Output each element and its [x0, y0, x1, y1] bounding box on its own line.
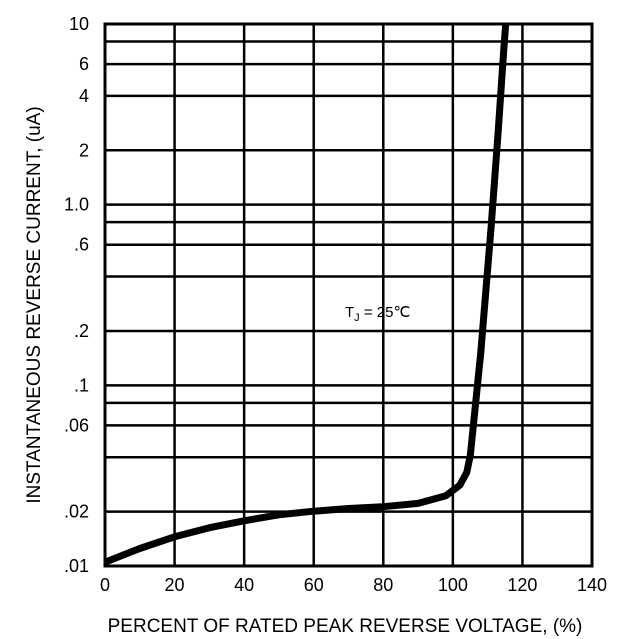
x-tick-label: 120: [507, 575, 537, 595]
grid: [103, 22, 594, 568]
y-tick-label: .02: [64, 502, 89, 522]
annotation-main: T: [345, 304, 354, 321]
y-tick-label: 2: [79, 140, 89, 160]
series-line: [103, 23, 510, 566]
y-tick-label: .1: [74, 375, 89, 395]
x-tick-label: 60: [304, 575, 324, 595]
annotation-rest: = 25℃: [360, 304, 411, 321]
y-tick-label: 10: [69, 14, 89, 34]
series: [103, 23, 510, 566]
y-tick-labels: .01 .02 .06 .1 .2 .6 1.0 2 4 6 10: [64, 14, 89, 576]
x-tick-label: 100: [438, 575, 468, 595]
x-axis-label: PERCENT OF RATED PEAK REVERSE VOLTAGE, (…: [108, 616, 583, 637]
x-tick-label: 80: [373, 575, 393, 595]
x-tick-label: 0: [100, 575, 110, 595]
x-tick-label: 40: [234, 575, 254, 595]
y-tick-label: 1.0: [64, 195, 89, 215]
y-tick-label: .01: [64, 556, 89, 576]
y-tick-label: .2: [74, 321, 89, 341]
y-tick-label: 6: [79, 54, 89, 74]
x-tick-label: 140: [577, 575, 607, 595]
plot-frame: [103, 22, 594, 568]
y-tick-label: .6: [74, 235, 89, 255]
y-tick-label: 4: [79, 86, 89, 106]
y-tick-label: .06: [64, 415, 89, 435]
x-tick-label: 20: [165, 575, 185, 595]
temperature-annotation: TJ = 25℃: [345, 304, 410, 324]
y-axis-label: INSTANTANEOUS REVERSE CURRENT, (uA): [24, 106, 45, 503]
x-tick-labels: 0 20 40 60 80 100 120 140: [100, 575, 607, 595]
annotation-sub: J: [354, 312, 360, 324]
